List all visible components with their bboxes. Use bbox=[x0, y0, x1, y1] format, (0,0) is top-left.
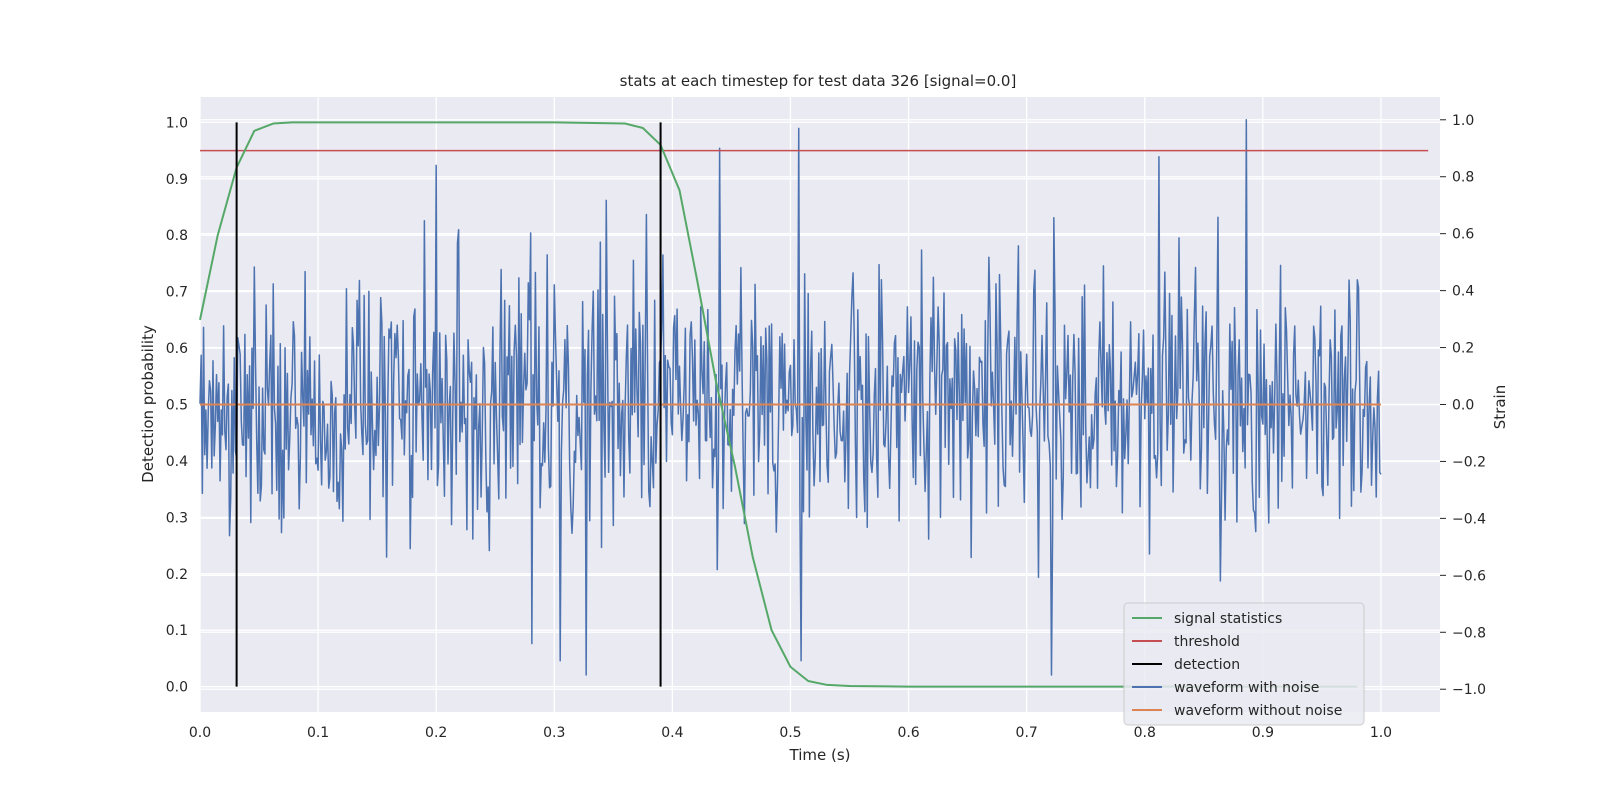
y-tick-label: 0.3 bbox=[166, 510, 188, 526]
y-tick-label: 1.0 bbox=[166, 115, 188, 131]
y-tick-label: 0.0 bbox=[166, 680, 188, 696]
chart-title: stats at each timestep for test data 326… bbox=[620, 72, 1017, 90]
x-tick-label: 0.8 bbox=[1134, 725, 1156, 741]
legend: signal statistics threshold detection wavef… bbox=[1123, 602, 1365, 726]
y2-tick-label: 0.8 bbox=[1452, 170, 1474, 186]
y2-tick-label: 0.2 bbox=[1452, 341, 1474, 357]
waveform-with-noise-line bbox=[199, 119, 1382, 676]
x-tick-label: 1.0 bbox=[1370, 725, 1392, 741]
y2-tick-label: −0.6 bbox=[1452, 568, 1486, 584]
y2-tick-label: −0.4 bbox=[1452, 511, 1486, 527]
x-tick-label: 0.5 bbox=[779, 725, 801, 741]
x-tick-label: 0.3 bbox=[543, 725, 565, 741]
y-tick-label: 0.6 bbox=[166, 341, 188, 357]
y-tick-label: 0.2 bbox=[166, 567, 188, 583]
y-tick-label: 0.5 bbox=[166, 398, 188, 414]
x-axis-label: Time (s) bbox=[789, 746, 851, 764]
y-tick-label: 0.9 bbox=[166, 172, 188, 188]
legend-label: signal statistics bbox=[1174, 611, 1282, 627]
x-tick-label: 0.0 bbox=[189, 725, 211, 741]
legend-label: threshold bbox=[1174, 634, 1240, 650]
x-tick-label: 0.2 bbox=[425, 725, 447, 741]
legend-label: waveform without noise bbox=[1174, 703, 1342, 719]
y2-tick-label: 0.6 bbox=[1452, 227, 1474, 243]
legend-box bbox=[1123, 602, 1365, 726]
x-tick-label: 0.6 bbox=[897, 725, 919, 741]
y2-tick-label: 1.0 bbox=[1452, 113, 1474, 129]
signal-layer bbox=[199, 121, 1429, 688]
y-tick-label: 0.8 bbox=[166, 228, 188, 244]
y-axis-label: Detection probability bbox=[139, 325, 157, 483]
y2-axis-label: Strain bbox=[1491, 385, 1509, 429]
axes: 0.0 0.1 0.2 0.3 0.4 0.5 0.6 0.7 0.8 0.9 1.0 0.0 0.1 0… bbox=[166, 113, 1486, 741]
y-tick-label: 0.7 bbox=[166, 285, 188, 301]
y-tick-label: 0.4 bbox=[166, 454, 188, 470]
x-tick-label: 0.7 bbox=[1016, 725, 1038, 741]
legend-label: detection bbox=[1174, 657, 1240, 673]
y2-tick-label: 0.0 bbox=[1452, 398, 1474, 414]
x-tick-label: 0.4 bbox=[661, 725, 683, 741]
x-tick-label: 0.1 bbox=[307, 725, 329, 741]
x-tick-label: 0.9 bbox=[1252, 725, 1274, 741]
legend-label: waveform with noise bbox=[1174, 680, 1319, 696]
y2-tick-label: −0.2 bbox=[1452, 454, 1486, 470]
signal-statistics-line bbox=[199, 121, 1358, 688]
waveform-layer bbox=[199, 119, 1382, 676]
y2-tick-label: −1.0 bbox=[1452, 682, 1486, 698]
y2-tick-label: 0.4 bbox=[1452, 284, 1474, 300]
y-tick-label: 0.1 bbox=[166, 623, 188, 639]
y2-tick-label: −0.8 bbox=[1452, 625, 1486, 641]
